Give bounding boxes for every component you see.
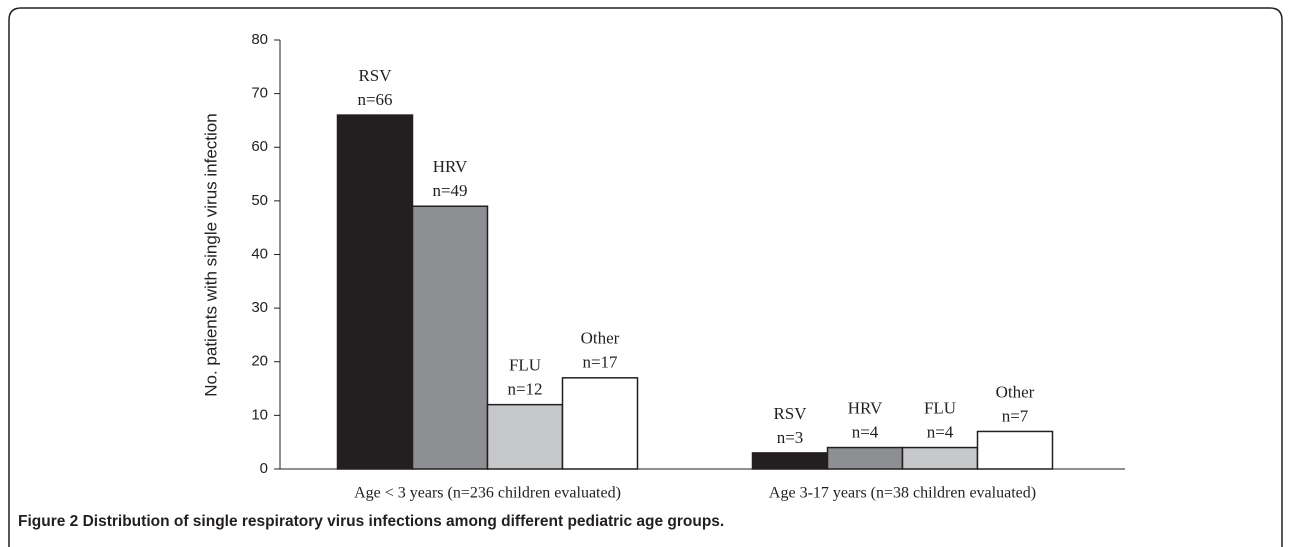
data-label: n=4 — [852, 422, 879, 441]
data-label: n=49 — [432, 181, 467, 200]
x-tick-label: Age < 3 years (n=236 children evaluated) — [354, 485, 621, 502]
bar — [561, 377, 639, 470]
caption: Figure 2 Distribution of single respirat… — [18, 513, 724, 530]
y-tick-label: 30 — [251, 299, 268, 316]
y-tick-label: 60 — [251, 138, 268, 155]
data-label-name: Other — [581, 329, 620, 348]
x-tick-label: Age 3-17 years (n=38 children evaluated) — [769, 485, 1036, 502]
bar — [901, 446, 979, 470]
data-label-name: RSV — [773, 404, 807, 423]
data-label-name: HRV — [848, 398, 883, 417]
y-tick-label: 20 — [251, 353, 268, 370]
bar — [486, 403, 564, 470]
y-tick-label: 40 — [251, 245, 268, 262]
y-axis-label: No. patients with single virus infection — [201, 113, 220, 396]
y-tick-label: 50 — [251, 192, 268, 209]
data-label: n=3 — [777, 428, 804, 447]
data-label-name: FLU — [924, 398, 956, 417]
data-label-name: Other — [996, 382, 1035, 401]
data-label-name: RSV — [358, 66, 392, 85]
frame — [8, 7, 1283, 547]
bar — [751, 452, 829, 470]
bar — [976, 430, 1054, 470]
data-label-name: HRV — [433, 157, 468, 176]
y-tick-label: 80 — [251, 31, 268, 48]
bar — [411, 205, 489, 470]
y-tick-label: 0 — [260, 460, 268, 477]
data-label: n=12 — [507, 380, 542, 399]
data-label: n=17 — [582, 353, 618, 372]
data-label: n=4 — [927, 422, 954, 441]
data-label-name: FLU — [509, 356, 541, 375]
bar — [336, 114, 414, 470]
y-tick-label: 10 — [251, 406, 268, 423]
bar — [826, 446, 904, 470]
y-tick-label: 70 — [251, 85, 268, 102]
data-label: n=66 — [357, 90, 392, 109]
data-label: n=7 — [1002, 406, 1029, 425]
